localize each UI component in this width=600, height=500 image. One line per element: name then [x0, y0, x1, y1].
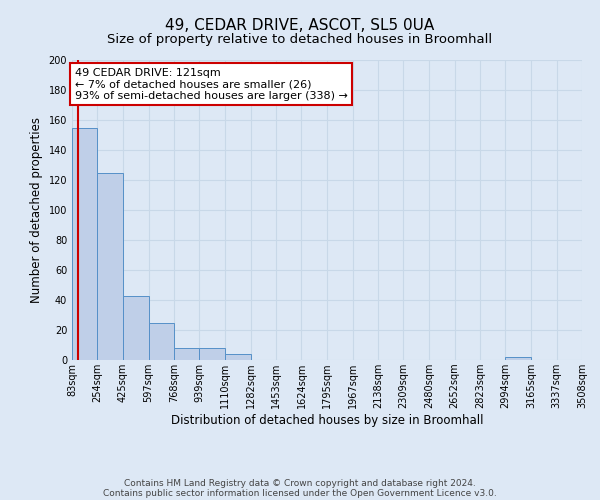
- Bar: [72, 128, 97, 360]
- X-axis label: Distribution of detached houses by size in Broomhall: Distribution of detached houses by size …: [171, 414, 483, 427]
- Bar: [149, 322, 174, 360]
- Bar: [123, 296, 149, 360]
- Bar: [97, 172, 123, 360]
- Bar: [505, 357, 531, 360]
- Bar: [225, 354, 251, 360]
- Text: 49 CEDAR DRIVE: 121sqm
← 7% of detached houses are smaller (26)
93% of semi-deta: 49 CEDAR DRIVE: 121sqm ← 7% of detached …: [74, 68, 347, 100]
- Text: Contains public sector information licensed under the Open Government Licence v3: Contains public sector information licen…: [103, 488, 497, 498]
- Y-axis label: Number of detached properties: Number of detached properties: [30, 117, 43, 303]
- Bar: [199, 348, 225, 360]
- Bar: [174, 348, 199, 360]
- Text: 49, CEDAR DRIVE, ASCOT, SL5 0UA: 49, CEDAR DRIVE, ASCOT, SL5 0UA: [166, 18, 434, 32]
- Text: Size of property relative to detached houses in Broomhall: Size of property relative to detached ho…: [107, 32, 493, 46]
- Text: Contains HM Land Registry data © Crown copyright and database right 2024.: Contains HM Land Registry data © Crown c…: [124, 478, 476, 488]
